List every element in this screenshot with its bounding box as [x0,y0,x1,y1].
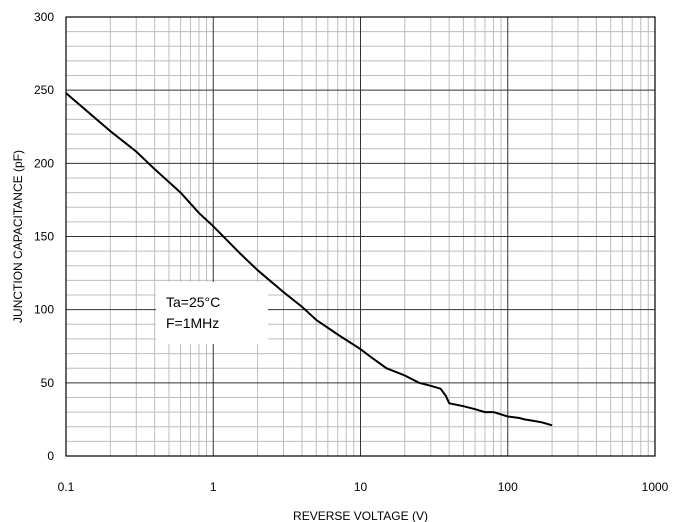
annotation-frequency: F=1MHz [166,315,219,331]
y-tick-label: 50 [41,376,55,390]
y-tick-label: 300 [34,10,54,24]
y-tick-label: 150 [34,230,54,244]
x-tick-labels: 0.1 1 10 100 1000 [58,480,669,494]
y-tick-label: 250 [34,83,54,97]
y-tick-label: 0 [47,449,54,463]
x-axis-title: REVERSE VOLTAGE (V) [293,509,428,522]
annotation-background [156,282,268,344]
y-axis-title: JUNCTION CAPACITANCE (pF) [11,150,25,323]
plot-frame [65,16,656,457]
annotation-box: Ta=25°C F=1MHz [156,282,268,344]
x-tick-label: 1000 [642,480,669,494]
x-tick-label: 0.1 [58,480,75,494]
x-tick-label: 1 [210,480,217,494]
y-tick-labels: 0 50 100 150 200 250 300 [34,10,54,463]
annotation-temperature: Ta=25°C [166,294,220,310]
y-tick-label: 100 [34,303,54,317]
x-tick-label: 10 [354,480,368,494]
x-tick-label: 100 [498,480,518,494]
series-line [65,92,553,427]
y-tick-label: 200 [34,156,54,170]
